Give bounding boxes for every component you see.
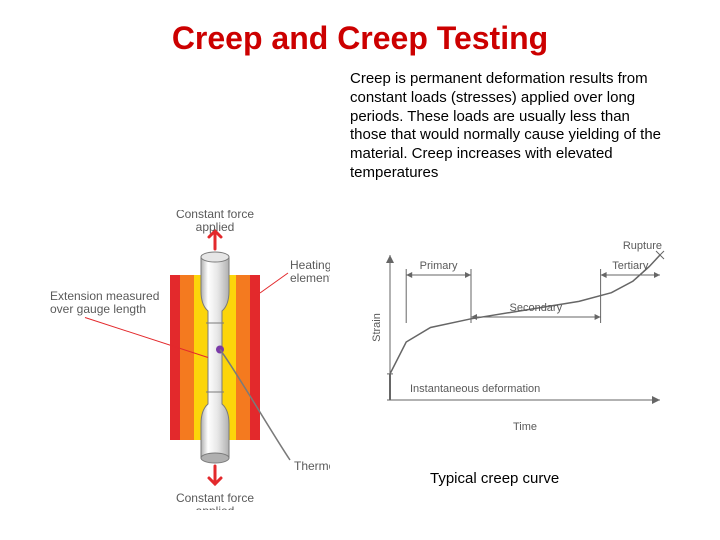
svg-text:Tertiary: Tertiary bbox=[612, 260, 649, 272]
svg-text:applied: applied bbox=[196, 504, 235, 510]
chart-caption: Typical creep curve bbox=[430, 470, 559, 487]
svg-text:Heating: Heating bbox=[290, 258, 330, 272]
svg-text:Primary: Primary bbox=[420, 260, 458, 272]
svg-text:Secondary: Secondary bbox=[510, 302, 563, 314]
page-title: Creep and Creep Testing bbox=[0, 20, 720, 57]
svg-text:Extension measured: Extension measured bbox=[50, 289, 159, 303]
svg-text:Rupture: Rupture bbox=[623, 240, 662, 252]
svg-text:Thermocouple: Thermocouple bbox=[294, 459, 330, 473]
description-text: Creep is permanent deformation results f… bbox=[350, 70, 670, 183]
svg-text:Time: Time bbox=[513, 421, 537, 433]
svg-text:element: element bbox=[290, 271, 330, 285]
svg-text:Strain: Strain bbox=[371, 313, 383, 342]
svg-text:over gauge length: over gauge length bbox=[50, 302, 146, 316]
svg-text:Constant force: Constant force bbox=[176, 491, 254, 505]
svg-text:applied: applied bbox=[196, 220, 235, 234]
apparatus-diagram: Constant forceappliedExtension measuredo… bbox=[50, 210, 330, 510]
creep-curve-chart: Strain Time Rupture Instantaneous deformati… bbox=[340, 240, 680, 440]
svg-text:Instantaneous deformation: Instantaneous deformation bbox=[410, 383, 540, 395]
